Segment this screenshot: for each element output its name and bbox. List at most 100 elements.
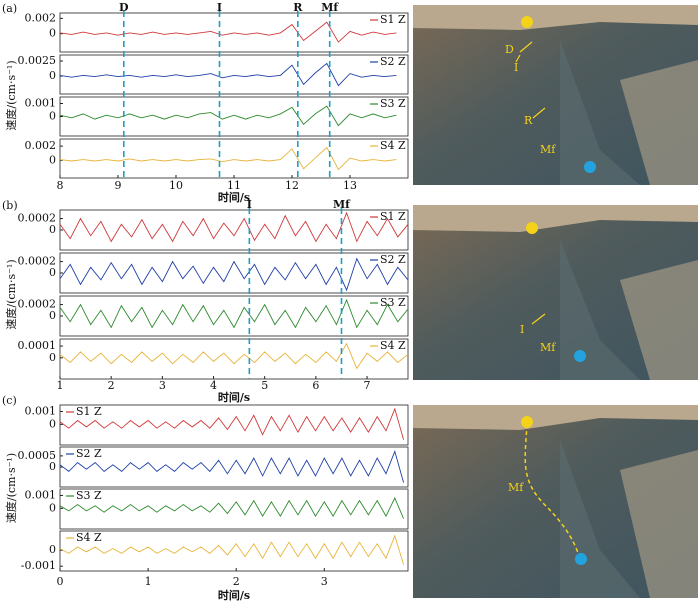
x-tick-label: 3	[159, 379, 166, 392]
waveform	[59, 407, 405, 440]
x-tick-label: 12	[285, 179, 299, 192]
waveform	[59, 257, 409, 292]
x-tick-label: 2	[108, 379, 115, 392]
legend-label: S4 Z	[380, 139, 406, 152]
panel-frame	[59, 54, 409, 95]
legend-label: S3 Z	[380, 296, 406, 309]
y-tick-label: 0.001	[25, 97, 57, 110]
y-axis-label: 速度/(cm·s⁻¹)	[4, 259, 18, 329]
y-axis-label: 速度/(cm·s⁻¹)	[4, 453, 18, 523]
x-tick-label: 10	[169, 179, 183, 192]
photos	[413, 5, 698, 598]
waveform	[59, 449, 405, 483]
y-tick-label: 0.001	[25, 404, 57, 417]
y-tick-label: 0.0025	[18, 54, 57, 67]
waveform	[59, 342, 409, 370]
panel-frame	[59, 404, 409, 446]
photo-label: I	[520, 323, 524, 336]
photo-label: Mf	[540, 143, 556, 156]
y-tick-label: 0	[49, 27, 56, 40]
waveform	[59, 534, 405, 565]
x-tick-label: 7	[364, 379, 371, 392]
legend-label: S2 Z	[380, 253, 406, 266]
waveform	[59, 21, 397, 43]
panel-frame	[59, 209, 409, 251]
event-label: Mf	[333, 198, 351, 211]
photo-label: D	[505, 43, 514, 56]
legend-label: S3 Z	[76, 489, 102, 502]
panel-frame	[59, 338, 409, 380]
y-tick-label: 0.002	[25, 139, 57, 152]
y-tick-label: 0.0001	[18, 339, 57, 352]
y-tick-label: 0	[49, 266, 56, 279]
y-tick-label: 0	[49, 223, 56, 236]
y-tick-label: 0.0002	[18, 212, 57, 225]
waveform	[59, 62, 397, 87]
legend-label: S4 Z	[380, 339, 406, 352]
y-tick-label: 0	[49, 460, 56, 473]
x-tick-label: 1	[145, 575, 152, 588]
panel-frame	[59, 530, 409, 572]
event-label: Mf	[321, 1, 339, 14]
x-tick-label: 13	[343, 179, 357, 192]
x-tick-label: 8	[57, 179, 64, 192]
photo	[413, 405, 698, 598]
panel-frame	[59, 488, 409, 530]
y-tick-label: 0	[49, 153, 56, 166]
event-label: I	[217, 1, 222, 14]
y-tick-label: 0	[49, 501, 56, 514]
legend-label: S2 Z	[76, 447, 102, 460]
panel-frame	[59, 138, 409, 179]
panel-label: (b)	[2, 199, 18, 212]
x-tick-label: 3	[321, 575, 328, 588]
photo	[413, 5, 698, 185]
legend-label: S3 Z	[380, 97, 406, 110]
legend-label: S2 Z	[380, 55, 406, 68]
x-tick-label: 9	[115, 179, 122, 192]
photo-label: Mf	[508, 481, 524, 494]
y-tick-label: 0.0002	[18, 298, 57, 311]
y-tick-label: -0.001	[21, 559, 56, 572]
panel-frame	[59, 252, 409, 294]
legend-label: S1 Z	[380, 13, 406, 26]
y-axis-label: 速度/(cm·s⁻¹)	[4, 60, 18, 130]
panel-label: (a)	[2, 2, 17, 15]
x-tick-label: 0	[57, 575, 64, 588]
x-tick-label: 2	[233, 575, 240, 588]
waveform	[59, 105, 397, 127]
x-axis-label: 时间/s	[218, 190, 250, 204]
panel-label: (c)	[2, 394, 17, 407]
y-tick-label: 0	[49, 110, 56, 123]
waveform	[59, 211, 409, 243]
event-label: I	[247, 198, 252, 211]
panel-frame	[59, 12, 409, 53]
x-tick-label: 1	[57, 379, 64, 392]
y-tick-label: 0	[49, 351, 56, 364]
x-tick-label: 6	[312, 379, 319, 392]
y-tick-label: 0	[49, 417, 56, 430]
y-tick-label: 0.0005	[18, 449, 57, 462]
y-tick-label: 0.0002	[18, 255, 57, 268]
legend-label: S4 Z	[76, 531, 102, 544]
x-axis-label: 时间/s	[218, 588, 250, 602]
waveform	[59, 146, 397, 171]
y-tick-label: 0	[49, 543, 56, 556]
y-tick-label: 0.001	[25, 488, 57, 501]
photo-label: R	[524, 114, 533, 127]
event-label: R	[293, 1, 303, 14]
y-tick-label: 0	[49, 69, 56, 82]
y-tick-label: 0	[49, 309, 56, 322]
x-tick-label: 5	[261, 379, 268, 392]
waveform	[59, 496, 405, 519]
photo-label: Mf	[540, 341, 556, 354]
x-tick-label: 4	[210, 379, 217, 392]
photo-label: I	[514, 61, 518, 74]
legend-label: S1 Z	[380, 210, 406, 223]
waveform	[59, 298, 409, 329]
photo	[413, 205, 698, 380]
event-label: D	[119, 1, 129, 14]
y-tick-label: 0.002	[25, 11, 57, 24]
x-axis-label: 时间/s	[218, 390, 250, 404]
x-tick-label: 11	[227, 179, 241, 192]
